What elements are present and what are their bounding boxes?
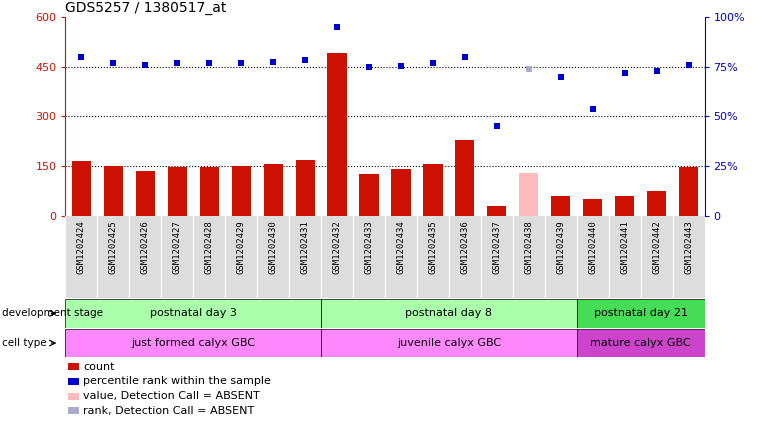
Text: GSM1202439: GSM1202439: [556, 220, 565, 274]
Text: GSM1202441: GSM1202441: [620, 220, 629, 274]
Text: GSM1202427: GSM1202427: [172, 220, 182, 274]
Bar: [296, 160, 315, 216]
Bar: [136, 171, 155, 216]
Bar: [321, 299, 577, 328]
Bar: [65, 299, 321, 328]
Bar: [455, 140, 474, 216]
Bar: [68, 363, 79, 370]
Text: cell type: cell type: [2, 338, 46, 348]
Text: GSM1202434: GSM1202434: [397, 220, 406, 274]
Text: GSM1202443: GSM1202443: [684, 220, 693, 274]
Bar: [72, 161, 91, 216]
Bar: [168, 167, 187, 216]
Text: GSM1202437: GSM1202437: [492, 220, 501, 274]
Bar: [199, 167, 219, 216]
Text: GSM1202430: GSM1202430: [269, 220, 278, 274]
Bar: [583, 199, 602, 216]
Bar: [519, 173, 538, 216]
Bar: [65, 329, 321, 357]
Bar: [647, 191, 666, 216]
Text: postnatal day 8: postnatal day 8: [406, 308, 492, 319]
Bar: [68, 407, 79, 414]
Text: development stage: development stage: [2, 308, 102, 319]
Text: GDS5257 / 1380517_at: GDS5257 / 1380517_at: [65, 0, 227, 14]
Text: postnatal day 3: postnatal day 3: [150, 308, 236, 319]
Text: just formed calyx GBC: just formed calyx GBC: [131, 338, 256, 348]
Text: count: count: [83, 362, 115, 372]
Bar: [487, 206, 507, 216]
Bar: [577, 299, 705, 328]
Bar: [679, 167, 698, 216]
Bar: [232, 166, 251, 216]
Bar: [615, 196, 634, 216]
Bar: [68, 378, 79, 385]
Text: GSM1202438: GSM1202438: [524, 220, 534, 274]
Text: rank, Detection Call = ABSENT: rank, Detection Call = ABSENT: [83, 406, 255, 416]
Text: GSM1202432: GSM1202432: [333, 220, 342, 274]
Text: GSM1202442: GSM1202442: [652, 220, 661, 274]
Text: GSM1202435: GSM1202435: [428, 220, 437, 274]
Bar: [424, 165, 443, 216]
Text: mature calyx GBC: mature calyx GBC: [591, 338, 691, 348]
Bar: [68, 393, 79, 399]
Text: GSM1202433: GSM1202433: [364, 220, 373, 274]
Text: GSM1202431: GSM1202431: [300, 220, 310, 274]
Text: GSM1202426: GSM1202426: [141, 220, 150, 274]
Text: GSM1202428: GSM1202428: [205, 220, 214, 274]
Bar: [360, 174, 379, 216]
Text: GSM1202436: GSM1202436: [460, 220, 470, 274]
Bar: [391, 169, 410, 216]
Text: GSM1202440: GSM1202440: [588, 220, 598, 274]
Text: GSM1202429: GSM1202429: [236, 220, 246, 274]
Text: GSM1202425: GSM1202425: [109, 220, 118, 274]
Text: GSM1202424: GSM1202424: [77, 220, 86, 274]
Bar: [327, 53, 346, 216]
Text: juvenile calyx GBC: juvenile calyx GBC: [397, 338, 501, 348]
Text: postnatal day 21: postnatal day 21: [594, 308, 688, 319]
Text: percentile rank within the sample: percentile rank within the sample: [83, 376, 271, 386]
Bar: [321, 329, 577, 357]
Bar: [551, 196, 571, 216]
Bar: [104, 166, 123, 216]
Text: value, Detection Call = ABSENT: value, Detection Call = ABSENT: [83, 391, 260, 401]
Bar: [263, 165, 283, 216]
Bar: [577, 329, 705, 357]
